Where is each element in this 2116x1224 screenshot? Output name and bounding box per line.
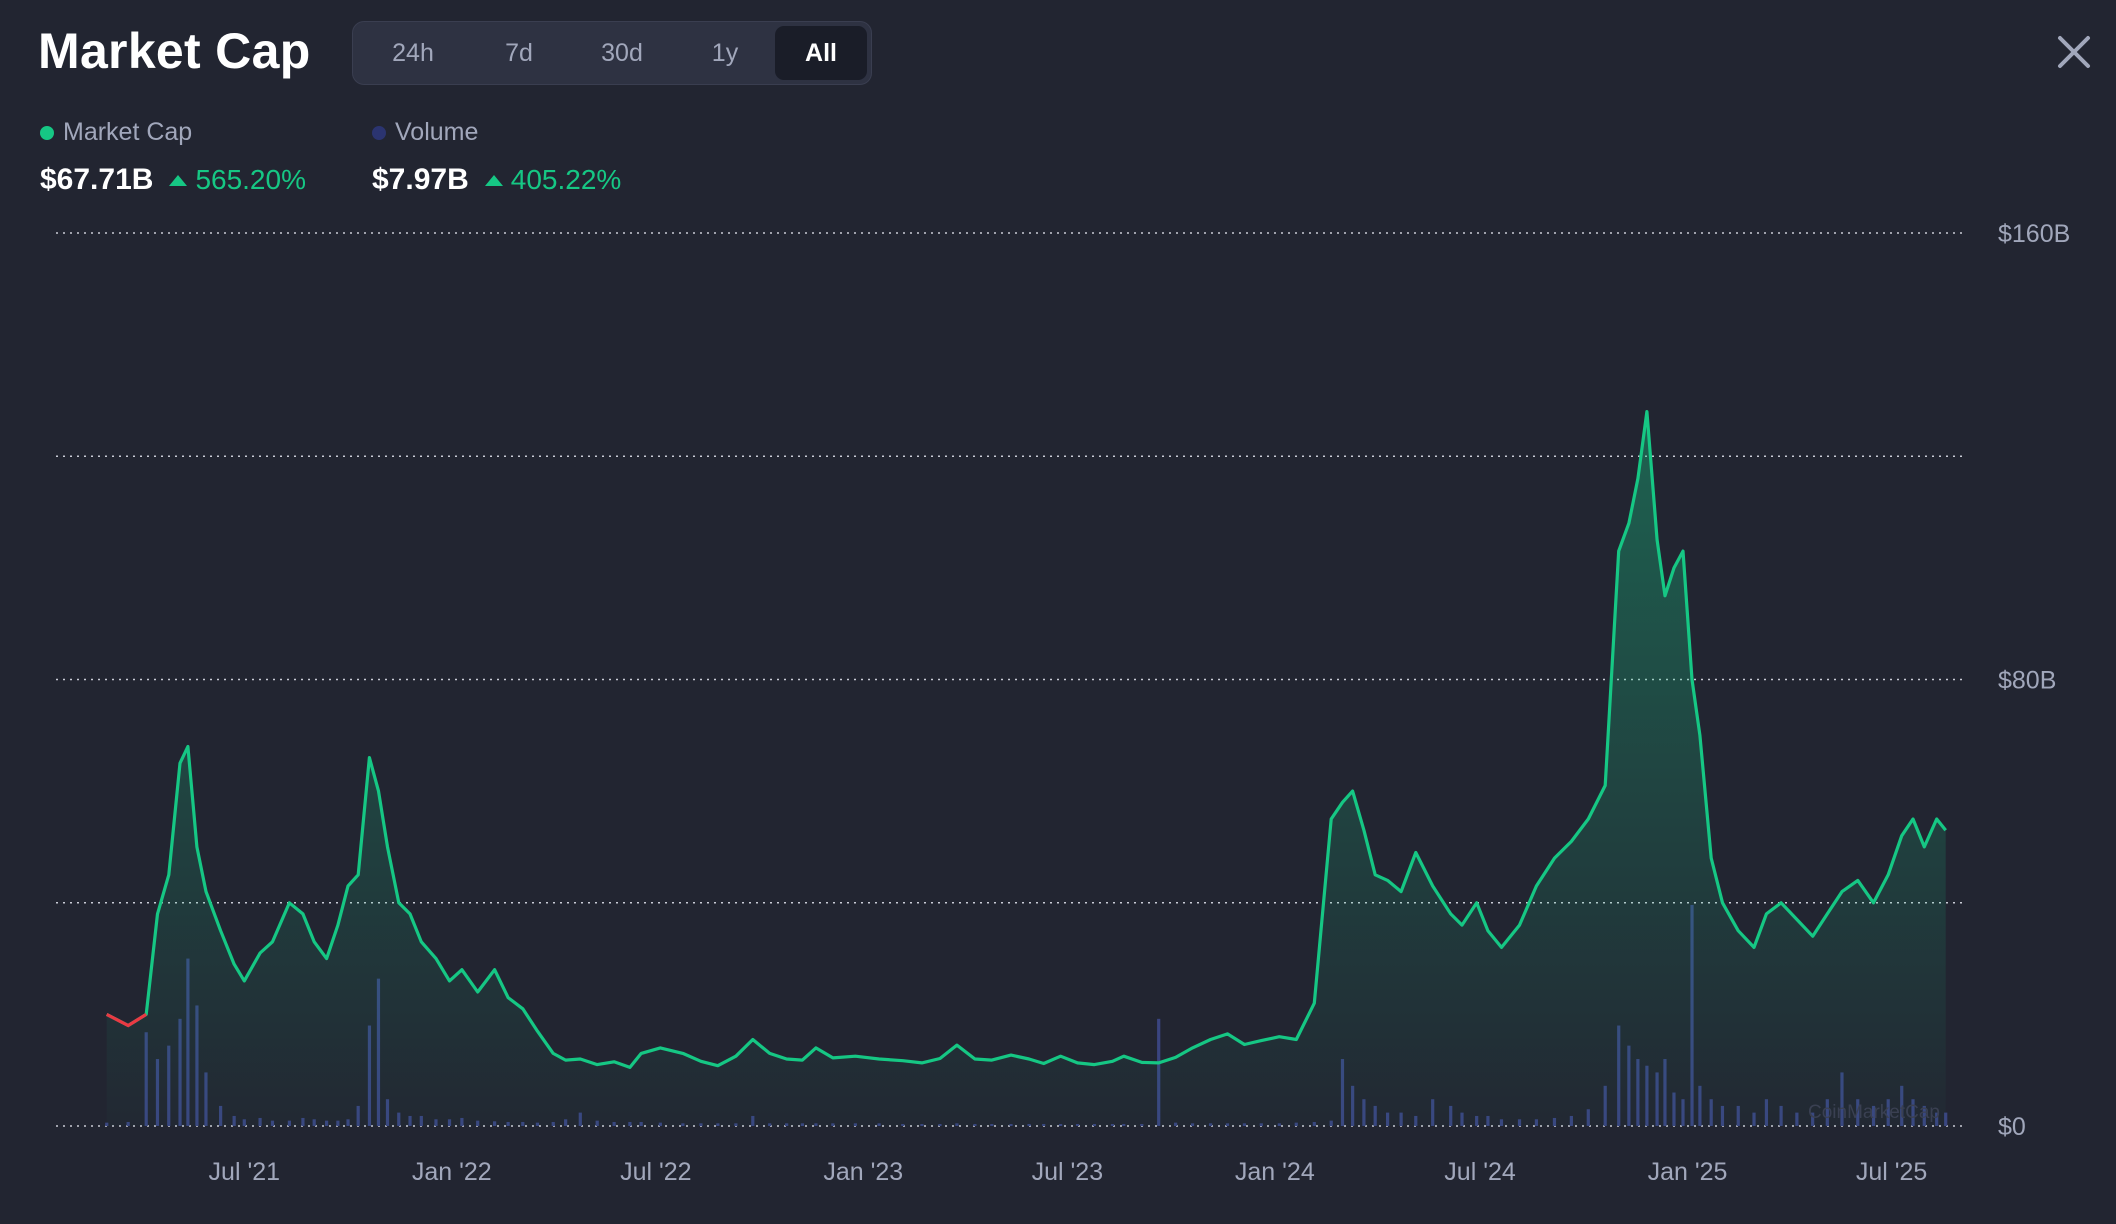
volume-value: $7.97B xyxy=(372,163,469,196)
close-button[interactable] xyxy=(2052,30,2096,74)
market-cap-area xyxy=(106,411,1946,1127)
x-tick-label: Jan '22 xyxy=(412,1158,492,1186)
market-cap-dot-icon xyxy=(40,125,54,140)
tab-1y[interactable]: 1y xyxy=(711,39,739,67)
tab-all[interactable]: All xyxy=(775,26,867,80)
x-tick-label: Jul '23 xyxy=(1032,1158,1103,1186)
x-tick-label: Jan '23 xyxy=(823,1158,903,1186)
legend-market-cap[interactable]: Market Cap $67.71B 565.20% xyxy=(40,118,306,197)
x-tick-label: Jul '25 xyxy=(1856,1158,1927,1186)
close-icon xyxy=(2058,36,2090,68)
tab-30d[interactable]: 30d xyxy=(601,39,643,67)
time-range-tabs: 24h 7d 30d 1y All xyxy=(352,21,872,85)
market-cap-value: $67.71B xyxy=(40,163,154,196)
x-tick-label: Jul '24 xyxy=(1444,1158,1516,1186)
volume-change: 405.22% xyxy=(484,164,622,196)
y-tick-label: $160B xyxy=(1998,220,2070,248)
volume-change-value: 405.22% xyxy=(510,164,622,195)
volume-dot-icon xyxy=(372,125,386,140)
legend-market-cap-label: Market Cap xyxy=(63,118,193,146)
market-cap-line-down-segment xyxy=(105,1012,148,1028)
page-title: Market Cap xyxy=(38,23,311,79)
tab-7d[interactable]: 7d xyxy=(505,39,533,67)
x-tick-label: Jan '24 xyxy=(1235,1158,1315,1186)
legend-volume[interactable]: Volume $7.97B 405.22% xyxy=(372,118,621,197)
tab-24h[interactable]: 24h xyxy=(392,39,434,67)
market-cap-change-value: 565.20% xyxy=(195,164,306,195)
market-cap-line xyxy=(105,410,1947,1069)
market-cap-change: 565.20% xyxy=(169,164,306,196)
watermark: CoinMarketCap xyxy=(1808,1102,1940,1123)
y-tick-label: $0 xyxy=(1998,1113,2026,1141)
x-tick-label: Jan '25 xyxy=(1648,1158,1728,1186)
up-arrow-icon xyxy=(484,174,503,186)
y-tick-label: $80B xyxy=(1998,667,2056,695)
x-tick-label: Jul '22 xyxy=(620,1158,691,1186)
x-tick-label: Jul '21 xyxy=(209,1158,280,1186)
volume-bar xyxy=(1944,1112,1948,1126)
up-arrow-icon xyxy=(169,174,188,186)
legend-volume-label: Volume xyxy=(395,118,479,146)
